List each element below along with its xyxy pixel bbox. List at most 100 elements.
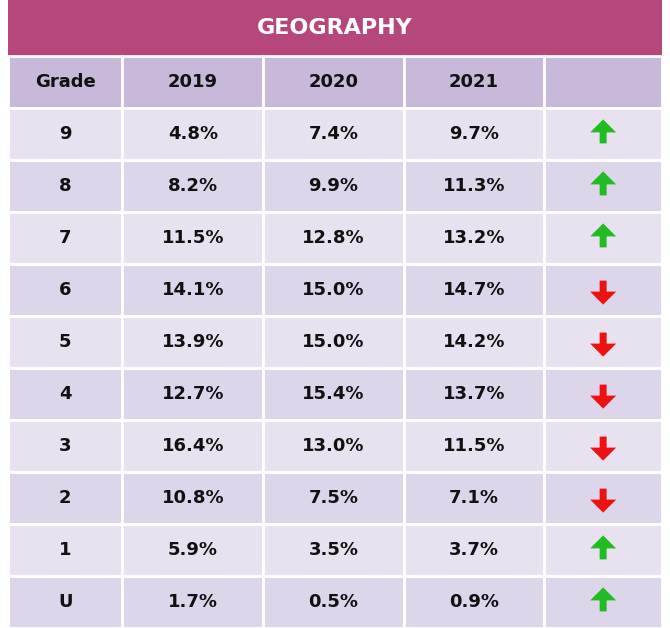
Bar: [544, 472, 662, 524]
Bar: [123, 576, 263, 628]
Bar: [8, 472, 123, 524]
Text: 7.5%: 7.5%: [308, 489, 358, 507]
Bar: [544, 264, 662, 316]
Bar: [403, 56, 544, 108]
Polygon shape: [590, 436, 616, 460]
Polygon shape: [590, 171, 616, 195]
Bar: [403, 420, 544, 472]
Text: 11.5%: 11.5%: [161, 229, 224, 247]
Text: 6: 6: [59, 281, 72, 299]
Bar: [123, 264, 263, 316]
Text: 8.2%: 8.2%: [168, 177, 218, 195]
Bar: [8, 160, 123, 212]
Text: 5: 5: [59, 333, 72, 351]
Bar: [8, 212, 123, 264]
Text: 16.4%: 16.4%: [161, 437, 224, 455]
Text: 10.8%: 10.8%: [161, 489, 224, 507]
Bar: [403, 576, 544, 628]
Bar: [544, 56, 662, 108]
Text: 3: 3: [59, 437, 72, 455]
Bar: [544, 316, 662, 368]
Bar: [8, 576, 123, 628]
Bar: [544, 576, 662, 628]
Text: 13.0%: 13.0%: [302, 437, 364, 455]
Bar: [263, 160, 403, 212]
Bar: [123, 108, 263, 160]
Bar: [8, 56, 123, 108]
Bar: [263, 264, 403, 316]
Bar: [263, 316, 403, 368]
Text: 4.8%: 4.8%: [168, 125, 218, 143]
Polygon shape: [590, 333, 616, 357]
Bar: [263, 56, 403, 108]
Bar: [123, 160, 263, 212]
Text: 13.2%: 13.2%: [443, 229, 505, 247]
Bar: [544, 212, 662, 264]
Text: Grade: Grade: [35, 73, 96, 91]
Bar: [123, 420, 263, 472]
Bar: [8, 108, 123, 160]
Bar: [544, 108, 662, 160]
Polygon shape: [590, 384, 616, 409]
Text: 15.4%: 15.4%: [302, 385, 364, 403]
Bar: [263, 576, 403, 628]
Polygon shape: [590, 587, 616, 612]
Bar: [544, 368, 662, 420]
Text: 15.0%: 15.0%: [302, 333, 364, 351]
Text: 2021: 2021: [449, 73, 499, 91]
Text: 3.7%: 3.7%: [449, 541, 499, 559]
Text: 11.3%: 11.3%: [443, 177, 505, 195]
Bar: [263, 472, 403, 524]
Text: 7.4%: 7.4%: [308, 125, 358, 143]
Bar: [403, 212, 544, 264]
Bar: [263, 212, 403, 264]
Polygon shape: [590, 281, 616, 305]
Bar: [123, 316, 263, 368]
Polygon shape: [590, 119, 616, 143]
Text: 9.7%: 9.7%: [449, 125, 499, 143]
Bar: [403, 368, 544, 420]
Text: 7: 7: [59, 229, 72, 247]
Bar: [123, 524, 263, 576]
Text: 8: 8: [59, 177, 72, 195]
Text: 12.8%: 12.8%: [302, 229, 364, 247]
Bar: [403, 316, 544, 368]
Bar: [123, 368, 263, 420]
Text: 11.5%: 11.5%: [443, 437, 505, 455]
Text: 2: 2: [59, 489, 72, 507]
Text: 12.7%: 12.7%: [161, 385, 224, 403]
Bar: [403, 264, 544, 316]
Bar: [544, 420, 662, 472]
Bar: [123, 56, 263, 108]
Text: 9: 9: [59, 125, 72, 143]
Bar: [403, 524, 544, 576]
Text: 0.9%: 0.9%: [449, 593, 499, 611]
Bar: [123, 212, 263, 264]
Text: 9.9%: 9.9%: [308, 177, 358, 195]
Polygon shape: [590, 536, 616, 560]
Text: 2020: 2020: [308, 73, 358, 91]
Text: 7.1%: 7.1%: [449, 489, 499, 507]
Text: U: U: [58, 593, 72, 611]
Text: 14.2%: 14.2%: [443, 333, 505, 351]
Text: 1: 1: [59, 541, 72, 559]
Text: 5.9%: 5.9%: [168, 541, 218, 559]
Text: 15.0%: 15.0%: [302, 281, 364, 299]
Bar: [403, 472, 544, 524]
Text: 2019: 2019: [168, 73, 218, 91]
Bar: [8, 316, 123, 368]
Bar: [263, 524, 403, 576]
Bar: [8, 524, 123, 576]
Bar: [263, 108, 403, 160]
Bar: [8, 420, 123, 472]
Bar: [403, 108, 544, 160]
Bar: [123, 472, 263, 524]
Bar: [544, 524, 662, 576]
Bar: [8, 368, 123, 420]
Bar: [403, 160, 544, 212]
Polygon shape: [590, 224, 616, 247]
Text: 0.5%: 0.5%: [308, 593, 358, 611]
Text: 13.9%: 13.9%: [161, 333, 224, 351]
Bar: [544, 160, 662, 212]
Bar: [263, 420, 403, 472]
